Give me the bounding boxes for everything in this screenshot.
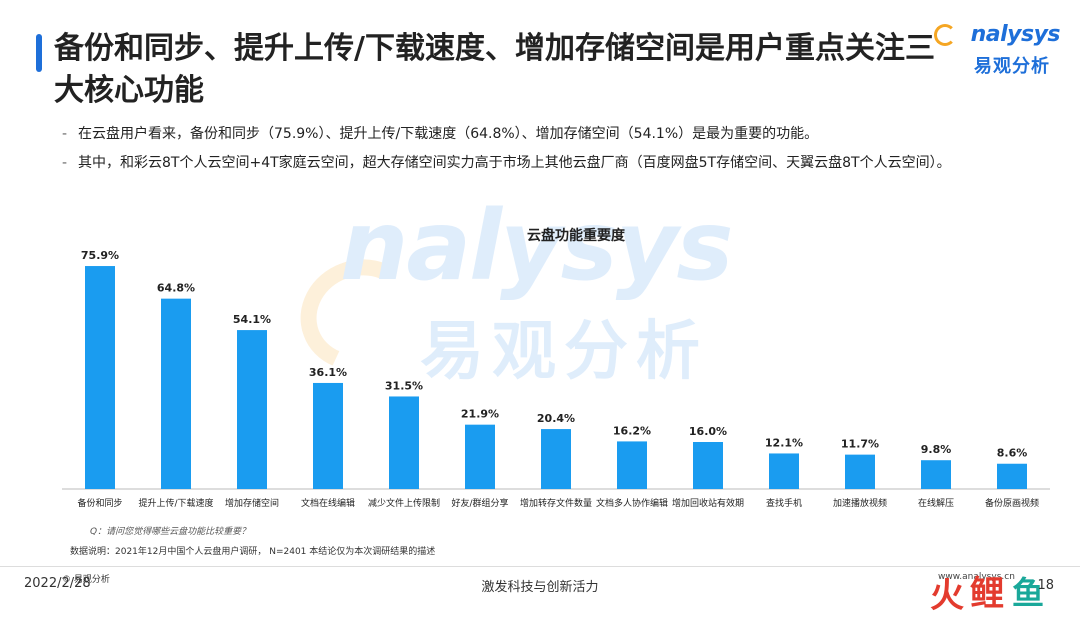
chart-bar	[237, 330, 267, 489]
chart-bar	[769, 453, 799, 489]
chart-bar	[693, 442, 723, 489]
x-tick-label: 文档在线编辑	[301, 497, 355, 509]
x-tick-label: 查找手机	[766, 497, 802, 509]
chart-bar	[161, 298, 191, 489]
bar-value-label: 54.1%	[233, 313, 271, 326]
x-tick-label: 加速播放视频	[833, 497, 887, 509]
chart-bar	[921, 460, 951, 489]
x-tick-label: 好友/群组分享	[451, 497, 508, 509]
page-number: 18	[1037, 578, 1054, 593]
bullet-text: 在云盘用户看来，备份和同步（75.9%）、提升上传/下载速度（64.8%）、增加…	[78, 126, 819, 142]
chart-bar	[465, 424, 495, 489]
footer-slogan: 激发科技与创新活力	[481, 580, 599, 595]
data-note: 数据说明：2021年12月中国个人云盘用户调研， N=2401 本结论仅为本次调…	[70, 547, 436, 557]
x-tick-label: 备份和同步	[77, 497, 122, 509]
bullet-text: 其中，和彩云8T个人云空间+4T家庭云空间，超大存储空间实力高于市场上其他云盘厂…	[78, 155, 951, 171]
chart-title: 云盘功能重要度	[527, 227, 626, 244]
x-tick-label: 备份原画视频	[985, 497, 1039, 509]
copyright: © 易观分析	[62, 575, 110, 585]
chart-bar	[845, 454, 875, 489]
survey-question: Q：请问您觉得哪些云盘功能比较重要？	[90, 527, 251, 537]
x-tick-label: 减少文件上传限制	[368, 497, 440, 509]
bar-value-label: 16.2%	[613, 424, 651, 437]
bar-value-label: 64.8%	[157, 282, 195, 295]
x-tick-label: 增加存储空间	[225, 497, 279, 509]
chart-bar	[541, 429, 571, 489]
logo-english-text: nalysys	[970, 22, 1061, 47]
footer-divider	[0, 566, 1080, 567]
x-tick-label: 文档多人协作编辑	[596, 497, 668, 509]
logo-arc-icon	[934, 24, 956, 46]
corner-stamp-logo: 火 鲤 鱼	[930, 562, 1050, 616]
bar-value-label: 16.0%	[689, 425, 727, 438]
bullet-item: - 在云盘用户看来，备份和同步（75.9%）、提升上传/下载速度（64.8%）、增…	[62, 126, 819, 142]
bar-value-label: 21.9%	[461, 408, 499, 421]
bar-value-label: 75.9%	[81, 249, 119, 262]
x-tick-label: 增加回收站有效期	[672, 497, 744, 509]
bar-value-label: 20.4%	[537, 412, 575, 425]
logo-chinese-text: 易观分析	[974, 56, 1050, 77]
stamp-char: 鱼	[1012, 574, 1045, 612]
summary-bullets: - 在云盘用户看来，备份和同步（75.9%）、提升上传/下载速度（64.8%）、增…	[62, 124, 1062, 182]
bar-value-label: 8.6%	[997, 447, 1028, 460]
x-tick-label: 增加转存文件数量	[520, 497, 592, 509]
bar-value-label: 11.7%	[841, 438, 879, 451]
footer-site: www.analysys.cn	[938, 572, 1015, 582]
x-tick-label: 在线解压	[918, 497, 954, 509]
chart-bar	[617, 441, 647, 489]
bar-value-label: 9.8%	[921, 443, 952, 456]
stamp-char: 鲤	[970, 574, 1004, 614]
chart-bar	[389, 396, 419, 489]
chart-bar	[997, 463, 1027, 489]
bar-value-label: 31.5%	[385, 379, 423, 392]
analysys-logo: nalysys 易观分析	[932, 22, 1061, 82]
title-accent-bar	[36, 34, 42, 72]
bullet-item: - 其中，和彩云8T个人云空间+4T家庭云空间，超大存储空间实力高于市场上其他云盘…	[62, 155, 951, 171]
chart-bar	[313, 382, 343, 489]
bar-value-label: 12.1%	[765, 436, 803, 449]
x-tick-label: 提升上传/下载速度	[138, 497, 213, 509]
bar-value-label: 36.1%	[309, 366, 347, 379]
stamp-char: 火	[930, 576, 964, 616]
chart-bar	[85, 266, 115, 489]
footer-date: 2022/2/28	[24, 576, 91, 591]
page-title: 备份和同步、提升上传/下载速度、增加存储空间是用户重点关注三大核心功能	[54, 31, 935, 108]
